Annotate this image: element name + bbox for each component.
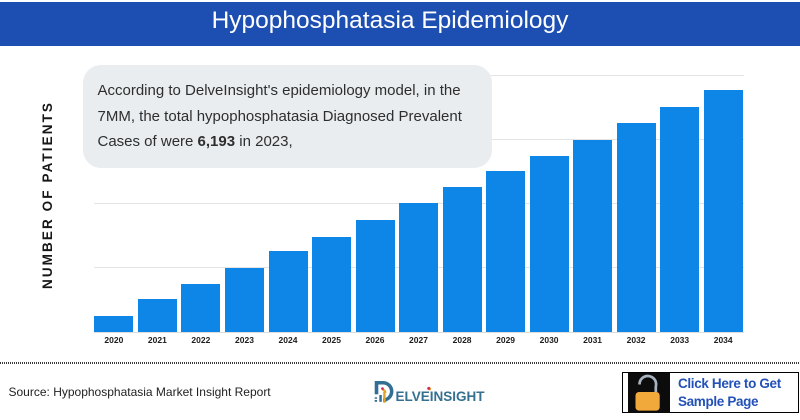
svg-text:ELVEINSIGHT: ELVEINSIGHT <box>396 389 486 404</box>
